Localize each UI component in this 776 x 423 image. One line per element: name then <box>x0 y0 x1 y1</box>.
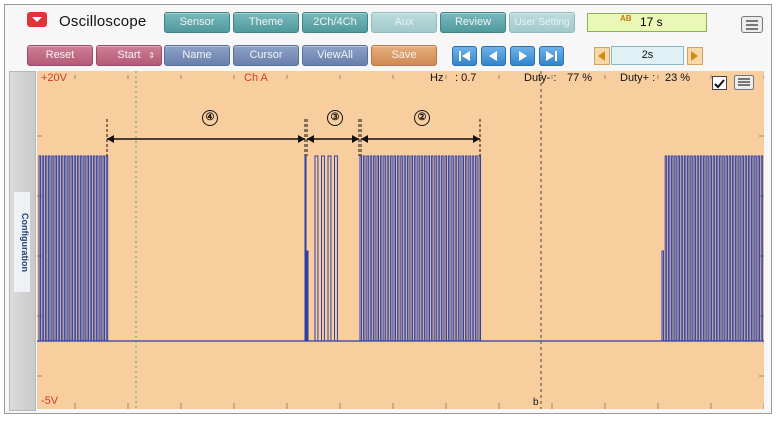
duty-minus-value: 77 % <box>567 72 593 84</box>
aux-button[interactable]: Aux <box>371 12 437 33</box>
timer-badge: AB <box>620 14 632 23</box>
right-arrow-icon[interactable] <box>687 47 703 65</box>
annotation-arrow-3-head-left <box>307 135 314 143</box>
annotation-arrow-4-head-left <box>107 135 114 143</box>
hz-label: Hz <box>430 72 444 84</box>
scope-plot[interactable] <box>37 71 764 409</box>
configuration-label: Configuration <box>14 192 30 292</box>
channel-label: Ch A <box>244 72 268 84</box>
annotation-arrow-2-head-right <box>473 135 480 143</box>
scope-trace-canvas <box>37 71 764 409</box>
trace-burst-1 <box>38 155 109 341</box>
play-icon[interactable] <box>510 46 535 66</box>
menu-icon[interactable] <box>741 16 763 33</box>
start-button[interactable]: Start ⇕ <box>96 45 162 66</box>
trace-burst-3 <box>314 155 338 341</box>
duty-plus-label: Duty+ : <box>620 72 656 84</box>
time-div-field[interactable]: 2s <box>611 46 684 65</box>
theme-button[interactable]: Theme <box>233 12 299 33</box>
plot-menu-icon[interactable] <box>734 75 754 90</box>
annotation-2: ② <box>414 110 430 126</box>
configuration-panel[interactable]: Configuration <box>9 71 36 411</box>
hz-value: : 0.7 <box>455 72 477 84</box>
review-button[interactable]: Review <box>440 12 506 33</box>
reset-button[interactable]: Reset <box>27 45 93 66</box>
timer-display: AB 17 s <box>587 13 707 32</box>
cursor-b-label: b <box>533 397 539 408</box>
start-label: Start <box>117 49 141 61</box>
name-button[interactable]: Name <box>164 45 230 66</box>
duty-minus-label: Duty- : <box>524 72 557 84</box>
app-title: Oscilloscope <box>59 13 147 30</box>
annotation-4: ④ <box>202 110 218 126</box>
annotation-arrow-3-head-right <box>352 135 359 143</box>
save-button[interactable]: Save <box>371 45 437 66</box>
timer-value: 17 s <box>640 15 663 29</box>
viewall-button[interactable]: ViewAll <box>302 45 368 66</box>
cursor-button[interactable]: Cursor <box>233 45 299 66</box>
ymax-label: +20V <box>41 72 67 84</box>
oscilloscope-logo-icon <box>27 12 47 27</box>
annotation-arrow-2-head-left <box>361 135 368 143</box>
updown-icon: ⇕ <box>148 51 155 60</box>
trace-burst-2 <box>359 155 482 341</box>
first-icon[interactable] <box>452 46 477 66</box>
trace-burst-5 <box>661 155 764 341</box>
channels-button[interactable]: 2Ch/4Ch <box>302 12 368 33</box>
left-arrow-icon[interactable] <box>594 47 610 65</box>
checkbox-icon[interactable] <box>712 76 727 90</box>
annotation-3: ③ <box>327 110 343 126</box>
annotation-arrow-4-head-right <box>298 135 305 143</box>
duty-plus-value: 23 % <box>665 72 691 84</box>
last-icon[interactable] <box>539 46 564 66</box>
trace-pulse-a <box>304 155 309 341</box>
user-setting-button[interactable]: User Setting <box>509 12 575 33</box>
ymin-label: -5V <box>41 395 59 407</box>
prev-icon[interactable] <box>481 46 506 66</box>
sensor-button[interactable]: Sensor <box>164 12 230 33</box>
